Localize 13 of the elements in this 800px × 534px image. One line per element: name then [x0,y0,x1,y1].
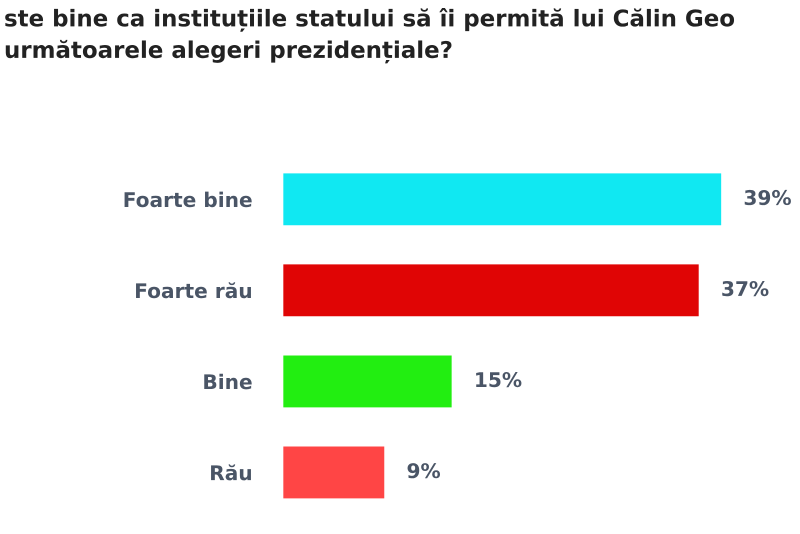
data-label: 15% [476,372,522,388]
bar [283,446,384,498]
y-tick-label: Foarte bine [124,192,252,208]
y-tick-label: Rău [211,464,251,480]
data-label: 9% [408,463,440,478]
data-label: 39% [744,190,791,206]
bar [283,355,452,408]
data-label: 37% [722,280,768,296]
y-tick-label: Foarte rău [136,282,251,298]
y-tick-label: Bine [204,374,252,390]
chart-title: ste bine ca instituțiile statului să îi permită lui Călin Geo următoarele alegeri prezidențiale? [5,8,734,64]
bar [283,173,722,226]
bar [283,264,699,316]
